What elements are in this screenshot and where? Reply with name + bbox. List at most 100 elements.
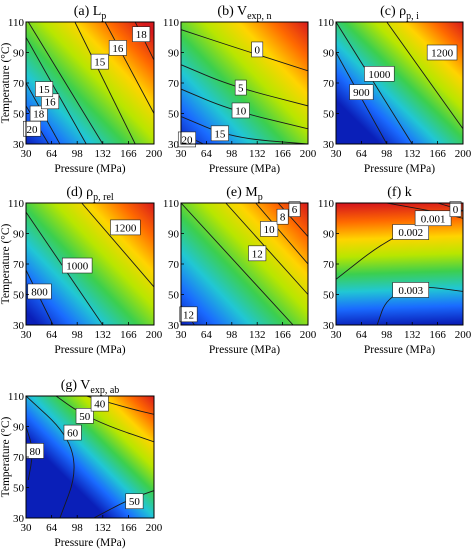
y-tick-label: 30 [13, 139, 25, 151]
contour-label: 80 [30, 446, 42, 458]
x-tick-label: 166 [429, 148, 446, 160]
x-axis-label: Pressure (MPa) [209, 163, 280, 175]
y-tick-label: 90 [13, 48, 25, 60]
contour-label-box [75, 408, 94, 424]
x-axis-label: Pressure (MPa) [364, 163, 435, 175]
panel-title-sub: p, rel [93, 192, 114, 203]
x-tick-label: 98 [72, 329, 84, 341]
x-tick-label: 132 [95, 522, 112, 534]
x-tick-label: 200 [146, 329, 163, 341]
contour-label: 5 [238, 83, 244, 95]
y-tick-label: 110 [8, 391, 25, 403]
y-tick-label: 90 [13, 229, 25, 241]
y-tick-label: 110 [8, 17, 25, 29]
y-tick-label: 110 [163, 198, 180, 210]
y-tick-label: 50 [323, 109, 335, 121]
panel-title-main: (d) ρ [66, 185, 93, 200]
contour-label: 60 [67, 428, 79, 440]
contour-label-box [248, 245, 267, 262]
contour-line [26, 37, 87, 144]
panel-title: (f) k [387, 185, 412, 200]
contour-label-box [132, 26, 151, 43]
panel-title: (c) ρp, i [380, 4, 419, 22]
y-tick-label: 30 [13, 513, 25, 525]
contour-label: 15 [94, 57, 106, 69]
contour-label-box [260, 221, 279, 237]
x-tick-label: 132 [404, 329, 421, 341]
contour-line [181, 116, 308, 144]
y-tick-label: 30 [168, 320, 180, 332]
x-tick-label: 64 [356, 148, 368, 160]
contour-label: 800 [31, 286, 48, 298]
y-tick-label: 70 [168, 259, 180, 271]
contour-label-box [125, 493, 144, 510]
y-axis-label: Temperature (°C) [0, 416, 12, 497]
contour-label: 18 [136, 29, 148, 41]
y-tick-label: 50 [13, 109, 25, 121]
contour-label-box [349, 84, 374, 100]
y-tick-label: 50 [13, 290, 25, 302]
x-tick-label: 30 [176, 329, 188, 341]
contour-label-box [426, 44, 458, 61]
contour-line [277, 203, 308, 237]
contour-label-box [288, 201, 301, 217]
x-tick-label: 30 [331, 329, 343, 341]
panel-title: (d) ρp, rel [66, 185, 114, 203]
contour-label: 900 [353, 87, 370, 99]
x-tick-label: 166 [120, 329, 137, 341]
x-tick-label: 132 [95, 329, 112, 341]
y-tick-label: 30 [168, 139, 180, 151]
x-tick-label: 30 [21, 148, 33, 160]
x-tick-label: 98 [72, 148, 84, 160]
y-tick-label: 70 [323, 78, 335, 90]
y-tick-label: 50 [168, 109, 180, 121]
contour-label: 12 [183, 309, 194, 321]
contour-label: 40 [94, 399, 106, 411]
panel-title-main: (e) M [226, 185, 258, 200]
contour-label-box [63, 424, 82, 441]
y-tick-label: 30 [323, 139, 335, 151]
contour-line [181, 203, 294, 325]
x-tick-label: 30 [21, 329, 33, 341]
contour-label-box [414, 210, 452, 227]
contour-label: 1200 [114, 222, 137, 234]
y-tick-label: 70 [13, 259, 25, 271]
panel-title: (g) Vexp, ab [61, 378, 120, 396]
contour-label: 8 [280, 212, 286, 224]
panel-title-main: (a) L [74, 4, 102, 19]
x-tick-label: 30 [331, 148, 343, 160]
x-tick-label: 64 [46, 329, 58, 341]
contour-label-box [179, 306, 198, 323]
x-tick-label: 30 [21, 522, 33, 534]
contour-line [74, 22, 136, 144]
contour-label: 12 [252, 248, 263, 260]
panel-title: (e) Mp [226, 185, 263, 203]
y-tick-label: 110 [163, 17, 180, 29]
contour-label: 18 [33, 109, 45, 121]
x-axis-label: Pressure (MPa) [209, 344, 280, 356]
y-tick-label: 90 [13, 422, 25, 434]
contour-label-box [392, 282, 430, 298]
contour-label: 0 [254, 44, 260, 56]
contour-label-box [90, 53, 109, 70]
contour-line [27, 22, 104, 144]
x-tick-label: 200 [455, 148, 472, 160]
x-tick-label: 200 [146, 148, 163, 160]
contour-line [181, 88, 308, 130]
contour-line [181, 64, 308, 107]
x-tick-label: 132 [249, 329, 266, 341]
contour-line [81, 203, 154, 288]
y-tick-label: 110 [318, 198, 335, 210]
y-tick-label: 90 [323, 48, 335, 60]
panel-title-main: (f) k [387, 185, 412, 200]
contour-label-box [251, 41, 264, 58]
x-tick-label: 166 [429, 329, 446, 341]
contour-label: 15 [39, 84, 51, 96]
contour-label: 10 [235, 105, 247, 117]
y-tick-label: 90 [168, 48, 180, 60]
x-axis-label: Pressure (MPa) [54, 163, 125, 175]
y-axis-label: Temperature (°C) [0, 42, 12, 123]
panel-title-main: (b) V [217, 4, 247, 19]
